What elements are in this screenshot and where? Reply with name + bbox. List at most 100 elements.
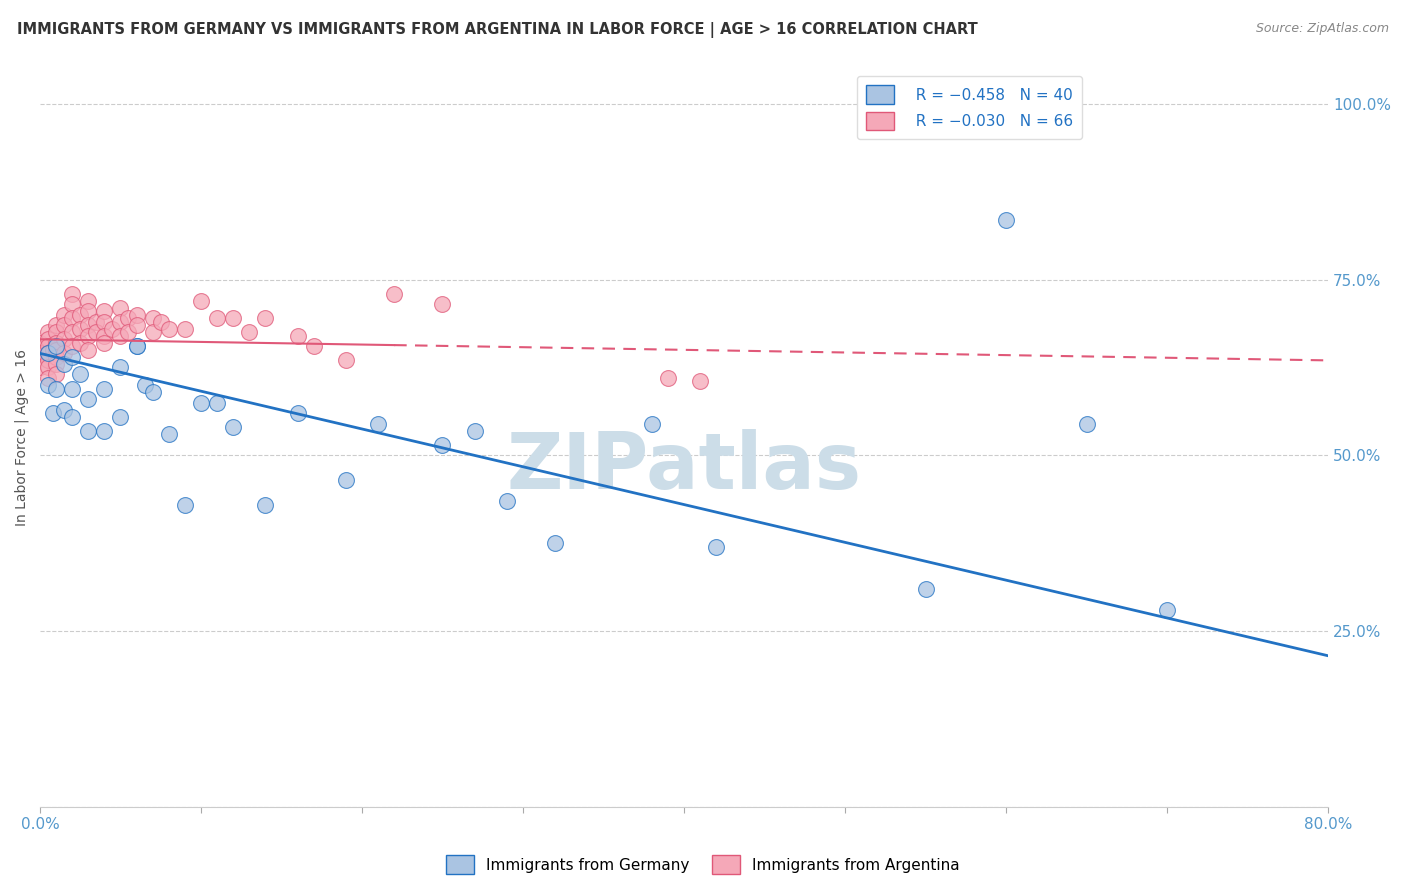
Point	[101, 322, 124, 336]
Point	[60, 325, 83, 339]
Point	[432, 438, 454, 452]
Point	[125, 308, 148, 322]
Point	[142, 311, 165, 326]
Point	[60, 297, 83, 311]
Point	[37, 378, 59, 392]
Point	[45, 325, 67, 339]
Point	[222, 420, 245, 434]
Point	[77, 424, 100, 438]
Point	[544, 536, 567, 550]
Point	[173, 498, 195, 512]
Point	[190, 293, 212, 308]
Point	[142, 325, 165, 339]
Point	[657, 371, 679, 385]
Point	[254, 311, 277, 326]
Point	[157, 322, 180, 336]
Point	[45, 350, 67, 364]
Point	[1156, 603, 1178, 617]
Point	[53, 332, 76, 346]
Text: Source: ZipAtlas.com: Source: ZipAtlas.com	[1256, 22, 1389, 36]
Point	[77, 328, 100, 343]
Point	[69, 368, 91, 382]
Point	[84, 325, 107, 339]
Point	[1076, 417, 1098, 431]
Point	[37, 332, 59, 346]
Point	[60, 339, 83, 353]
Point	[42, 343, 65, 357]
Point	[28, 335, 51, 350]
Point	[53, 357, 76, 371]
Point	[432, 297, 454, 311]
Point	[53, 346, 76, 360]
Legend:   R = −0.458   N = 40,   R = −0.030   N = 66: R = −0.458 N = 40, R = −0.030 N = 66	[858, 76, 1083, 139]
Point	[93, 335, 115, 350]
Point	[190, 395, 212, 409]
Point	[287, 406, 309, 420]
Point	[110, 301, 132, 315]
Point	[37, 325, 59, 339]
Point	[335, 473, 357, 487]
Point	[84, 315, 107, 329]
Point	[45, 368, 67, 382]
Point	[110, 360, 132, 375]
Point	[125, 339, 148, 353]
Point	[93, 328, 115, 343]
Point	[382, 286, 405, 301]
Point	[37, 360, 59, 375]
Point	[37, 346, 59, 360]
Point	[37, 346, 59, 360]
Point	[93, 424, 115, 438]
Point	[45, 318, 67, 333]
Point	[125, 318, 148, 333]
Point	[77, 293, 100, 308]
Point	[37, 371, 59, 385]
Point	[93, 304, 115, 318]
Point	[37, 339, 59, 353]
Point	[93, 315, 115, 329]
Point	[69, 322, 91, 336]
Point	[77, 343, 100, 357]
Point	[367, 417, 389, 431]
Point	[134, 378, 156, 392]
Point	[254, 498, 277, 512]
Point	[28, 360, 51, 375]
Point	[60, 311, 83, 326]
Point	[60, 409, 83, 424]
Point	[45, 335, 67, 350]
Point	[117, 311, 139, 326]
Point	[464, 424, 486, 438]
Point	[69, 335, 91, 350]
Point	[142, 385, 165, 400]
Point	[157, 427, 180, 442]
Point	[173, 322, 195, 336]
Point	[93, 382, 115, 396]
Point	[149, 315, 172, 329]
Point	[60, 350, 83, 364]
Point	[69, 308, 91, 322]
Point	[205, 311, 228, 326]
Point	[53, 308, 76, 322]
Point	[110, 315, 132, 329]
Point	[45, 343, 67, 357]
Y-axis label: In Labor Force | Age > 16: In Labor Force | Age > 16	[15, 350, 30, 526]
Point	[53, 402, 76, 417]
Point	[60, 382, 83, 396]
Point	[995, 212, 1018, 227]
Point	[42, 406, 65, 420]
Point	[110, 409, 132, 424]
Point	[914, 582, 936, 596]
Point	[37, 353, 59, 368]
Point	[77, 392, 100, 406]
Point	[45, 339, 67, 353]
Point	[45, 382, 67, 396]
Point	[45, 357, 67, 371]
Point	[117, 325, 139, 339]
Point	[77, 318, 100, 333]
Text: IMMIGRANTS FROM GERMANY VS IMMIGRANTS FROM ARGENTINA IN LABOR FORCE | AGE > 16 C: IMMIGRANTS FROM GERMANY VS IMMIGRANTS FR…	[17, 22, 977, 38]
Point	[222, 311, 245, 326]
Point	[496, 494, 519, 508]
Point	[689, 375, 711, 389]
Point	[302, 339, 325, 353]
Point	[60, 286, 83, 301]
Point	[205, 395, 228, 409]
